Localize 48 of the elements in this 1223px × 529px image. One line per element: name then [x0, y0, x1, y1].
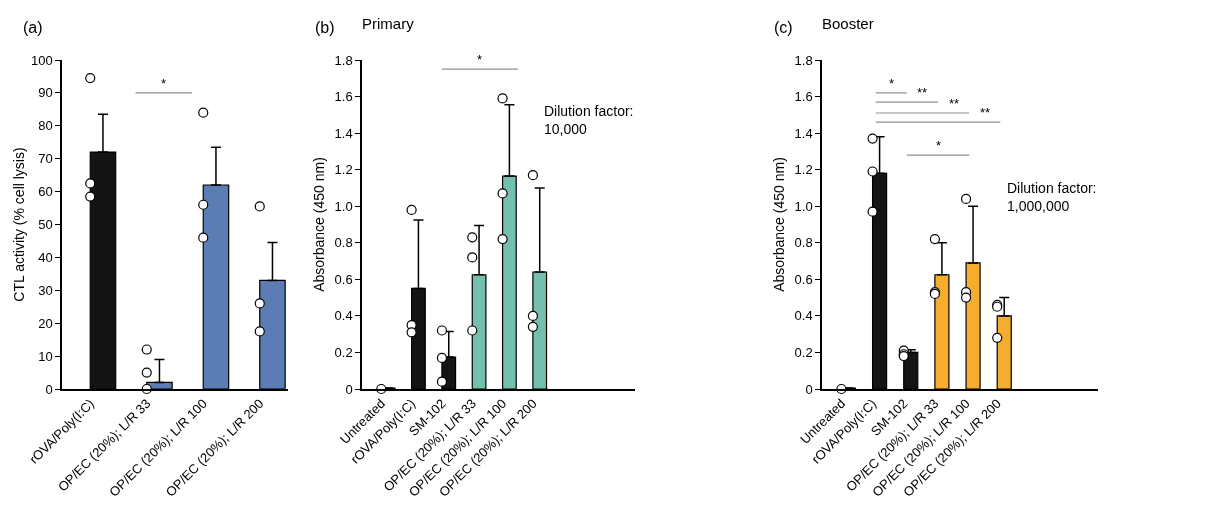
y-tick-label: 0.6: [794, 271, 813, 287]
annotation: Dilution factor: 1,000,000: [1007, 180, 1097, 215]
y-tick-label: 90: [38, 85, 53, 101]
text: (b): [315, 19, 335, 36]
chart-title: Booster: [822, 14, 874, 32]
annotation: *: [936, 138, 942, 153]
y-tick-label: 40: [38, 249, 53, 265]
y-tick-label: 10: [38, 348, 53, 364]
y-tick-label: 1.2: [334, 162, 353, 178]
y-tick-label: 0.2: [334, 344, 353, 360]
y-tick-label: 1.0: [794, 198, 813, 214]
chart-title: Primary: [362, 14, 415, 32]
annotation: Dilution factor: 10,000: [544, 103, 634, 138]
y-tick-label: 0.4: [794, 308, 813, 324]
y-tick-label: 0: [345, 381, 353, 397]
y-tick-label: 100: [30, 52, 53, 68]
y-tick-label: 0: [805, 381, 813, 397]
y-tick-label: 30: [38, 282, 53, 298]
y-axis-title: Absorbance (450 nm): [310, 157, 327, 292]
y-tick-label: 1.2: [794, 162, 813, 178]
y-tick-label: 1.0: [334, 198, 353, 214]
y-tick-label: 70: [38, 151, 53, 167]
y-axis-title: CTL activity (% cell lysis): [10, 147, 27, 302]
y-tick-label: 0.6: [334, 271, 353, 287]
y-axis-title: Absorbance (450 nm): [770, 157, 787, 292]
annotation: **: [980, 105, 991, 120]
text: (c): [774, 19, 793, 36]
annotation: *: [889, 76, 895, 91]
annotation: *: [161, 76, 167, 91]
annotation: *: [477, 52, 483, 67]
y-tick-label: 80: [38, 118, 53, 134]
y-tick-label: 0.2: [794, 344, 813, 360]
y-tick-label: 0.8: [334, 235, 353, 251]
y-tick-label: 0.4: [334, 308, 353, 324]
y-tick-label: 50: [38, 217, 53, 233]
y-tick-label: 20: [38, 315, 53, 331]
y-tick-label: 1.6: [334, 89, 353, 105]
y-tick-label: 1.6: [794, 89, 813, 105]
y-tick-label: 1.4: [794, 125, 813, 141]
annotation: **: [917, 85, 928, 100]
y-tick-label: 1.8: [794, 52, 813, 68]
y-tick-label: 0.8: [794, 235, 813, 251]
y-tick-label: 1.4: [334, 125, 353, 141]
text: (a): [23, 19, 43, 36]
annotation: **: [949, 96, 960, 111]
y-tick-label: 0: [45, 381, 53, 397]
y-tick-label: 1.8: [334, 52, 353, 68]
y-tick-label: 60: [38, 184, 53, 200]
